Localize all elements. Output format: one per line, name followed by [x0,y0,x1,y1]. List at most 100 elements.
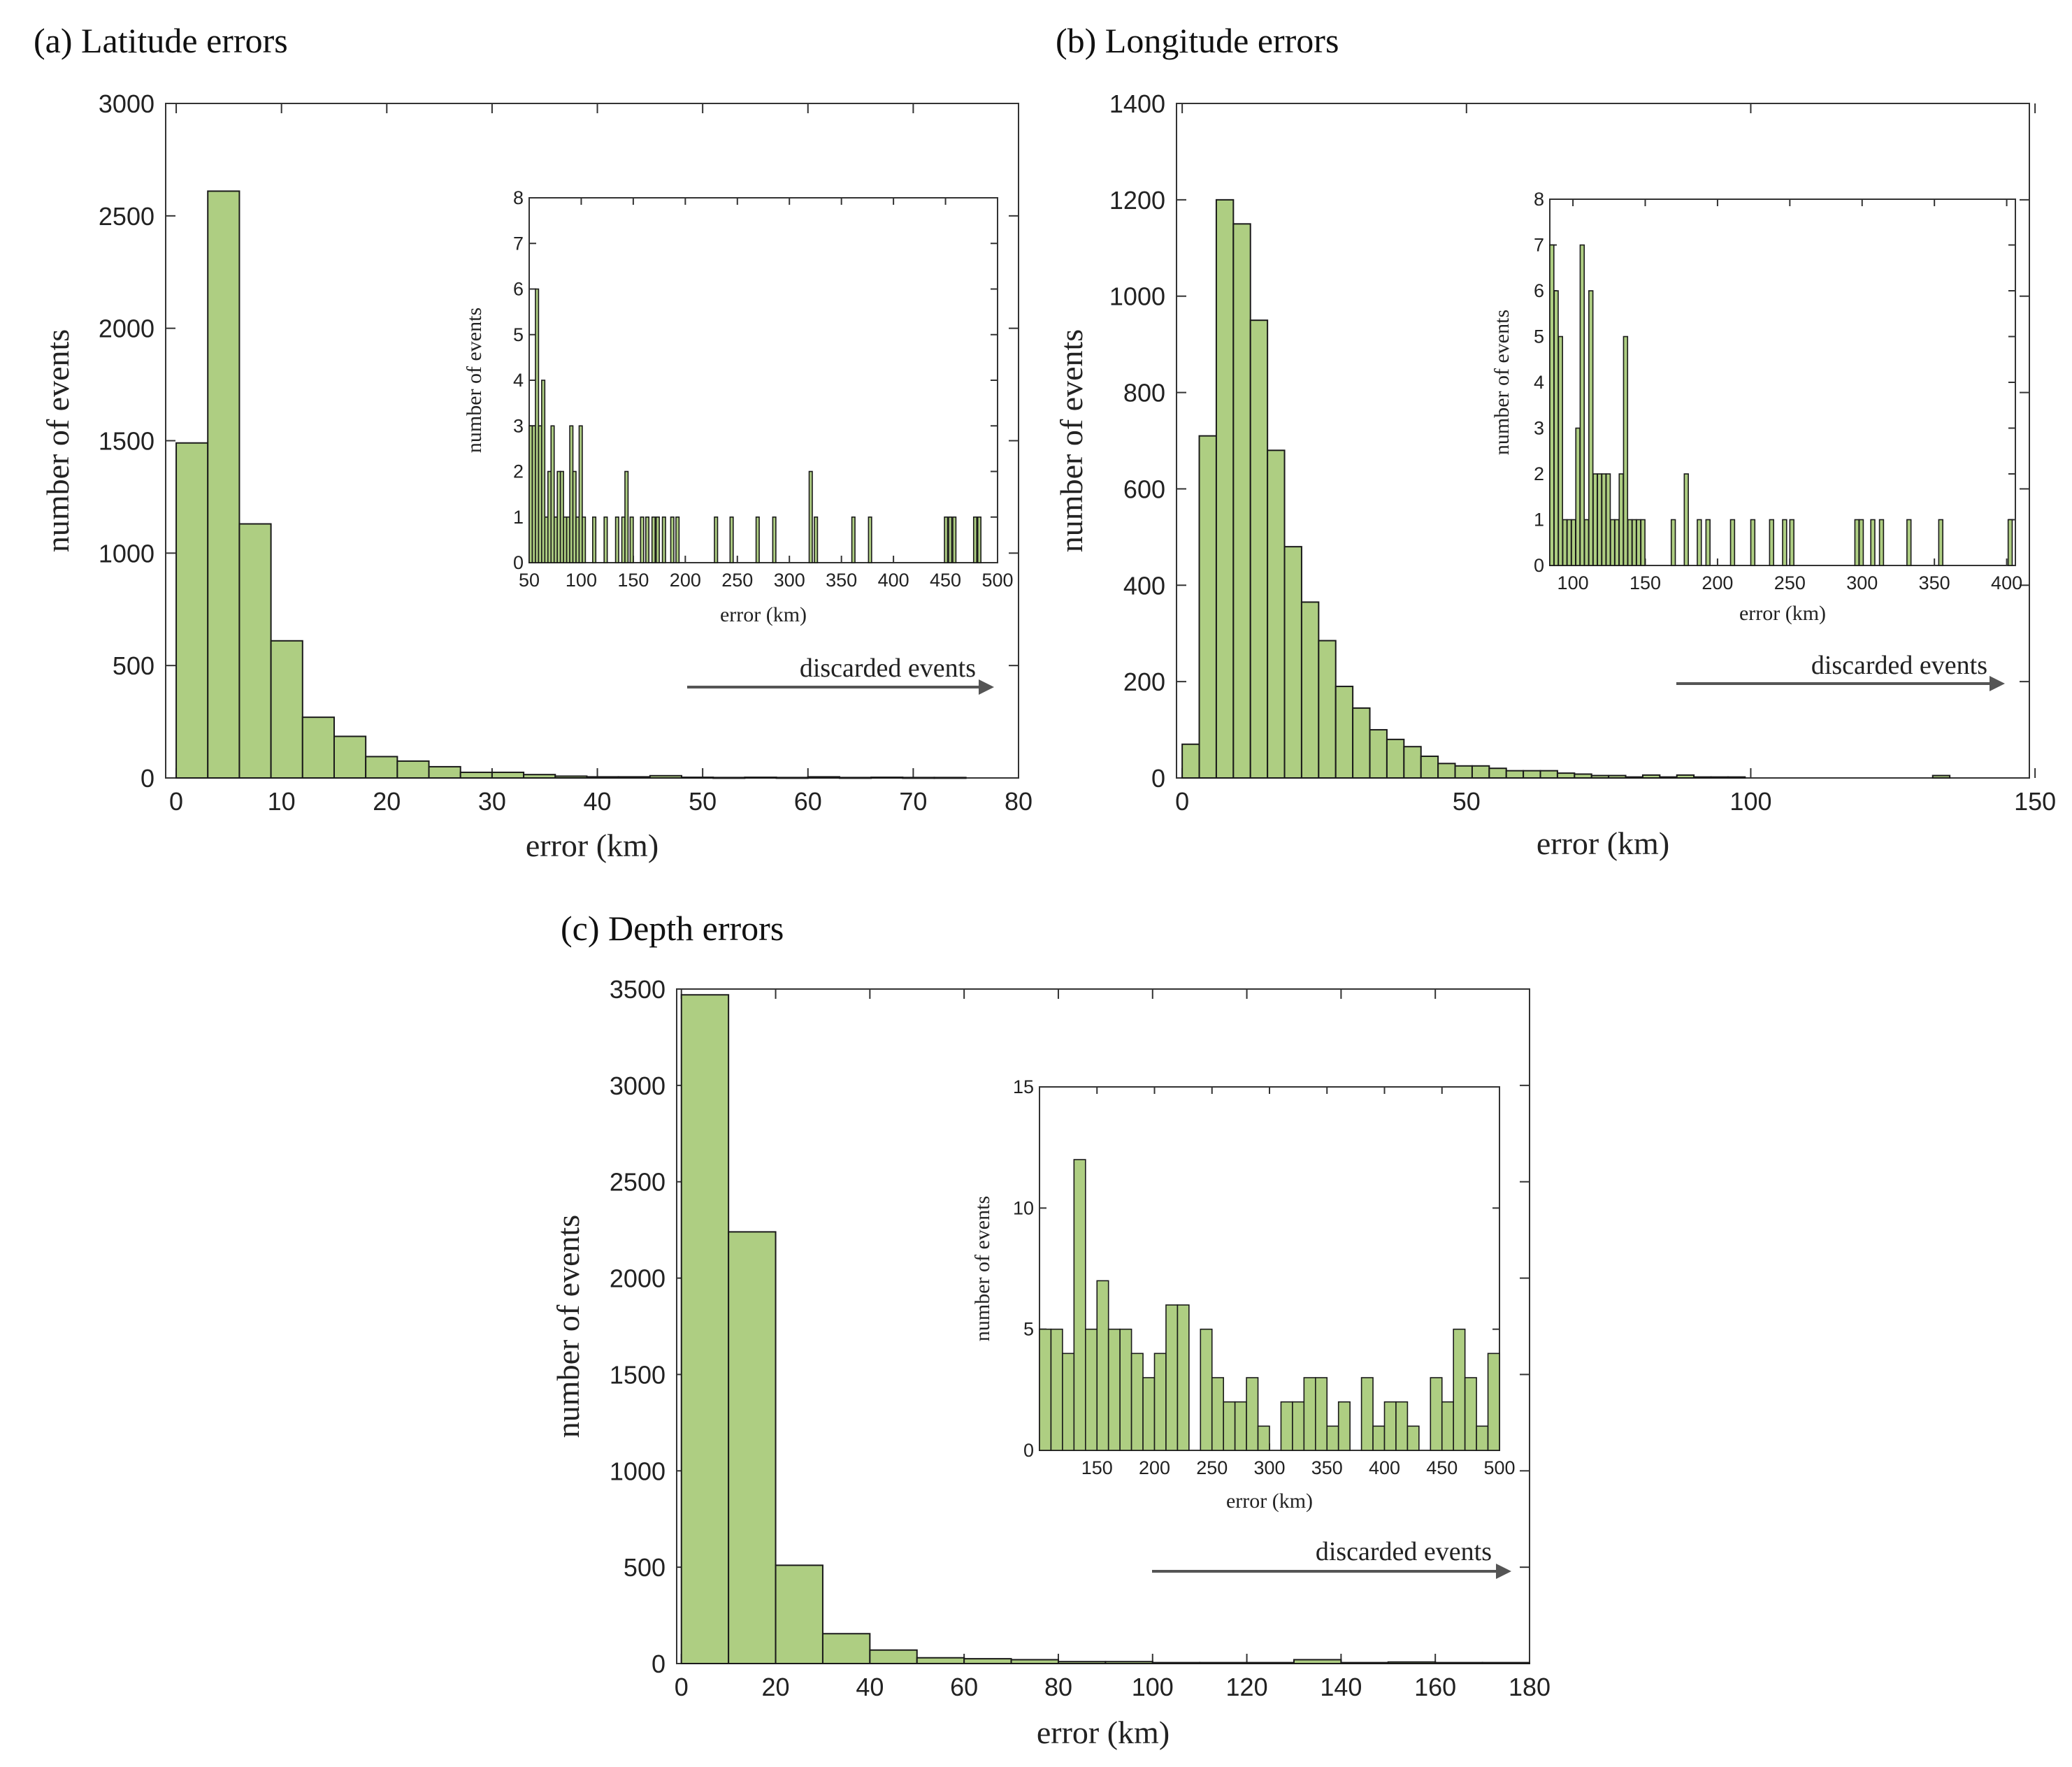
histogram-bar [869,1649,918,1664]
histogram-bar [1523,770,1541,779]
histogram-bar [1505,770,1525,779]
inset-x-tick-label: 200 [670,570,701,591]
inset-histogram-bar [1073,1159,1086,1451]
histogram-bar [1199,1661,1248,1664]
panel-c-inset-plot: 150 200 250 300 350 400 450 500 0 5 10 15 error (km)… [971,1076,1516,1513]
inset-x-tick-label: 300 [1253,1457,1285,1478]
inset-histogram-bar [1234,1401,1247,1451]
inset-histogram-bar [1614,519,1620,566]
inset-y-tick-label: 3 [513,415,524,436]
inset-y-tick-label: 5 [1023,1319,1034,1340]
inset-histogram-bar [1050,1328,1063,1451]
inset-histogram-bar [1315,1377,1328,1451]
main-y-tick-label: 1000 [99,539,154,568]
inset-histogram-bar [1360,1377,1374,1451]
inset-histogram-bar [1464,1377,1477,1451]
panel-a-inset-plot: 50 100 150 200 250 300 350 400 450 500 0 1 2 3 4 5 6 7 8 er… [463,187,1014,626]
histogram-bar [838,777,872,779]
histogram-bar [1488,767,1507,779]
inset-x-tick-label: 300 [774,570,805,591]
histogram-bar [1420,755,1439,779]
inset-histogram-bar [1858,519,1864,566]
histogram-bar [1556,772,1576,779]
inset-histogram-bar [1769,519,1774,566]
inset-histogram-bar [1729,519,1736,566]
main-x-tick-label: 60 [794,787,822,816]
histogram-bar [396,760,430,779]
inset-x-axis-label: error (km) [1226,1490,1313,1513]
inset-histogram-bar [1670,519,1676,566]
histogram-bar [1574,773,1592,779]
main-y-tick-label: 3500 [610,975,666,1004]
histogram-bar [1181,743,1200,779]
inset-histogram-bar [952,516,957,563]
main-x-axis-label: error (km) [1537,825,1669,861]
inset-histogram-bar [808,470,813,563]
inset-y-tick-label: 2 [1534,463,1544,484]
histogram-bar [1386,738,1405,779]
histogram-bar [807,776,840,779]
main-x-tick-label: 0 [675,1673,689,1701]
inset-histogram-bar [670,516,675,563]
inset-histogram-bar [1632,519,1637,566]
inset-histogram-bar [592,516,597,563]
histogram-bar [775,777,809,779]
histogram-bar [728,1231,777,1664]
inset-histogram-bar [814,516,819,563]
main-x-tick-label: 70 [899,787,927,816]
main-y-tick-label: 2000 [610,1264,666,1293]
inset-histogram-bar [661,516,666,563]
main-x-tick-label: 80 [1044,1673,1072,1701]
inset-x-axis-label: error (km) [1739,602,1826,625]
inset-histogram-bar [1453,1328,1466,1451]
inset-x-tick-label: 500 [1483,1457,1515,1478]
panel-b-main-plot: 0 50 100 1500200400600800100012001400error … [1053,89,2056,861]
main-x-tick-label: 60 [950,1673,978,1701]
histogram-bar [617,776,651,779]
histogram-bar [554,775,588,779]
inset-histogram-bar [1337,1401,1351,1451]
panel-c: (c) Depth errors 0 20 40 60 80 100 120 140 160 18… [550,909,1551,1750]
inset-x-tick-label: 150 [1081,1457,1113,1478]
inset-x-tick-label: 350 [1919,572,1950,593]
histogram-bar [1267,449,1286,779]
histogram-bar [1481,1661,1530,1664]
histogram-bar [1334,686,1354,779]
inset-histogram-bar [1200,1328,1213,1451]
histogram-bar [1340,1661,1389,1664]
main-y-tick-label: 3000 [610,1072,666,1100]
main-x-tick-label: 20 [373,787,401,816]
main-y-tick-label: 0 [1151,764,1165,793]
inset-y-tick-label: 0 [1534,555,1544,576]
inset-histogram-bar [1705,519,1711,566]
inset-x-tick-label: 400 [1369,1457,1400,1478]
histogram-bar [712,777,746,779]
histogram-bar [1151,1661,1201,1664]
inset-histogram-bar [1938,519,1943,566]
inset-histogram-bar [1395,1401,1409,1451]
inset-histogram-bar [1280,1401,1293,1451]
inset-histogram-bar [1257,1425,1270,1451]
inset-y-tick-label: 4 [513,370,524,391]
main-x-tick-label: 150 [2014,787,2056,816]
inset-histogram-bar [1575,427,1581,566]
inset-y-axis-label: number of events [1490,310,1513,455]
inset-y-tick-label: 0 [1023,1440,1034,1461]
inset-histogram-bar [603,516,608,563]
inset-x-tick-label: 400 [878,570,909,591]
histogram-bar [933,777,967,779]
main-y-axis-label: number of events [1053,329,1089,552]
histogram-bar [916,1657,965,1664]
inset-histogram-bar [1605,473,1611,566]
panel-a-main-plot: 0 10 20 30 40 50 60 70 8005001000150020002500300… [40,89,1033,863]
inset-histogram-bar [1640,519,1646,566]
main-x-tick-label: 0 [1175,787,1189,816]
inset-histogram-bar [1583,519,1590,566]
inset-histogram-bar [1165,1304,1179,1451]
histogram-bar [1318,640,1337,779]
inset-x-tick-label: 100 [566,570,597,591]
histogram-bar [1293,1659,1342,1664]
histogram-bar [1300,601,1320,779]
main-x-tick-label: 140 [1320,1673,1362,1701]
inset-histogram-bar [1789,519,1794,566]
